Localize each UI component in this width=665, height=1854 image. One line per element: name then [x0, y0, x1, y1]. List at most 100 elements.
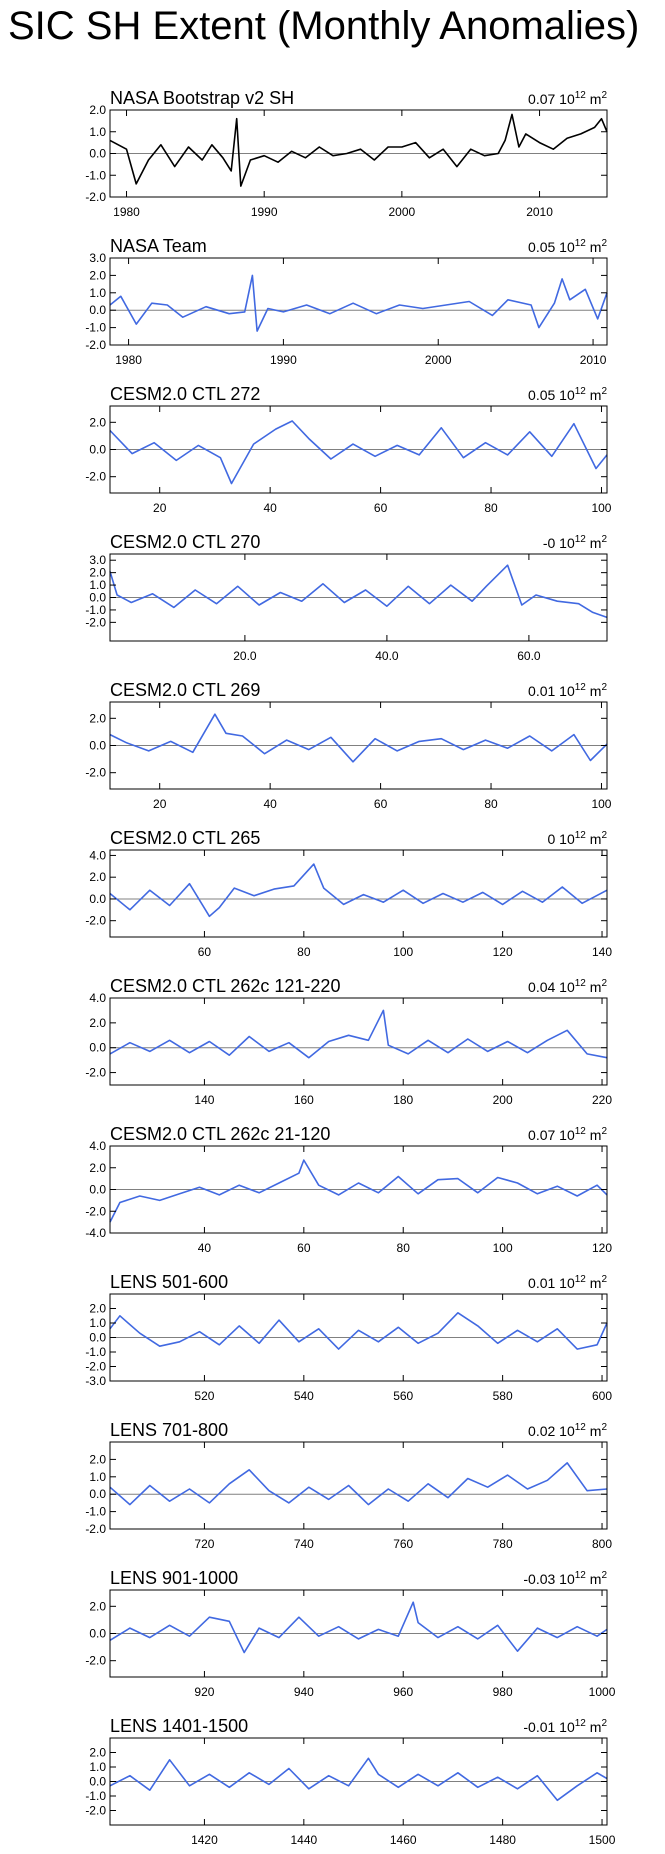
x-tick-label: 720 [194, 1537, 214, 1551]
x-tick-label: 520 [194, 1389, 214, 1403]
plot-frame [109, 849, 608, 938]
y-tick-label: -1.0 [85, 1789, 106, 1803]
y-tick-label: -2.0 [85, 1066, 106, 1080]
panel-mean-label: 0.01 1012 m2 [528, 682, 607, 699]
chart-panel-11: LENS 901-1000 -0.03 1012 m2 -2.0 0.0 2.0 920 9… [85, 1568, 615, 1699]
x-tick-label: 580 [493, 1389, 513, 1403]
x-tick-label: 1980 [113, 205, 140, 219]
y-tick-label: 0.0 [89, 591, 106, 605]
x-tick-label: 220 [592, 1093, 612, 1107]
panel-title: CESM2.0 CTL 262c 21-120 [110, 1124, 330, 1144]
y-tick-label: 4.0 [89, 848, 106, 862]
chart-panel-5: CESM2.0 CTL 269 0.01 1012 m2 -2.0 0.0 2.0 20 4… [85, 680, 611, 811]
y-tick-label: 3.0 [89, 553, 106, 567]
chart-panel-7: CESM2.0 CTL 262c 121-220 0.04 1012 m2 -2.0… [85, 976, 612, 1107]
y-tick-label: 0.0 [89, 1041, 106, 1055]
x-tick-label: 960 [393, 1685, 413, 1699]
x-tick-label: 800 [592, 1537, 612, 1551]
panel-title: LENS 701-800 [110, 1420, 228, 1440]
panel-mean-label: 0.01 1012 m2 [528, 1274, 607, 1291]
chart-panel-8: CESM2.0 CTL 262c 21-120 0.07 1012 m2 -4.0 -… [85, 1124, 612, 1255]
series-line [109, 1159, 608, 1223]
y-tick-label: 4.0 [89, 991, 106, 1005]
x-tick-label: 740 [294, 1537, 314, 1551]
panel-title: CESM2.0 CTL 272 [110, 384, 260, 404]
series-line [109, 1757, 608, 1802]
series-line [109, 1462, 608, 1506]
y-tick-label: -1.0 [85, 603, 106, 617]
panel-mean-label: 0.04 1012 m2 [528, 978, 607, 995]
x-tick-label: 760 [393, 1537, 413, 1551]
y-tick-label: 0.0 [89, 303, 106, 317]
x-tick-label: 2010 [580, 353, 607, 367]
plot-frame [109, 257, 608, 346]
panel-title: LENS 1401-1500 [110, 1716, 248, 1736]
chart-panel-9: LENS 501-600 0.01 1012 m2 -3.0-2.0-1.00.01… [85, 1272, 612, 1403]
x-tick-label: 560 [393, 1389, 413, 1403]
panel-title: CESM2.0 CTL 269 [110, 680, 260, 700]
x-tick-label: 920 [194, 1685, 214, 1699]
series-line [109, 863, 608, 918]
x-tick-label: 60.0 [517, 649, 541, 663]
x-tick-label: 2000 [389, 205, 416, 219]
y-tick-label: 2.0 [89, 1161, 106, 1175]
y-tick-label: 2.0 [89, 566, 106, 580]
x-tick-label: 1460 [390, 1833, 417, 1847]
panel-title: CESM2.0 CTL 265 [110, 828, 260, 848]
x-tick-label: 540 [294, 1389, 314, 1403]
x-tick-label: 40 [263, 501, 277, 515]
y-tick-label: -2.0 [85, 1360, 106, 1374]
x-tick-label: 40.0 [375, 649, 399, 663]
x-tick-label: 180 [393, 1093, 413, 1107]
y-tick-label: -4.0 [85, 1226, 106, 1240]
x-tick-label: 160 [294, 1093, 314, 1107]
chart-panel-1: NASA Bootstrap v2 SH 0.07 1012 m2 -2.0 -1.0… [85, 88, 608, 219]
y-tick-label: -2.0 [85, 1804, 106, 1818]
x-tick-label: 60 [374, 501, 388, 515]
panel-title: LENS 901-1000 [110, 1568, 238, 1588]
panel-mean-label: 0 1012 m2 [548, 830, 608, 847]
x-tick-label: 60 [374, 797, 388, 811]
y-tick-label: 2.0 [89, 1016, 106, 1030]
y-tick-label: 0.0 [89, 1183, 106, 1197]
chart-panel-6: CESM2.0 CTL 265 0 1012 m2 -2.0 0.0 2.0 4.0 60 8… [85, 828, 612, 959]
panel-mean-label: -0 1012 m2 [543, 534, 608, 551]
series-line [109, 113, 608, 187]
x-tick-label: 80 [297, 945, 311, 959]
y-tick-label: 0.0 [89, 1331, 106, 1345]
x-tick-label: 200 [493, 1093, 513, 1107]
chart-panel-12: LENS 1401-1500 -0.01 1012 m2 -2.0-1.00.01.… [85, 1716, 615, 1847]
y-tick-label: 0.0 [89, 1487, 106, 1501]
x-tick-label: 60 [198, 945, 212, 959]
y-tick-label: 2.0 [89, 1599, 106, 1613]
y-tick-label: 1.0 [89, 1760, 106, 1774]
figure-title: SIC SH Extent (Monthly Anomalies) [8, 4, 640, 48]
series-line [109, 420, 608, 485]
x-tick-label: 1440 [290, 1833, 317, 1847]
x-tick-label: 1000 [589, 1685, 616, 1699]
y-tick-label: 0.0 [89, 147, 106, 161]
series-line [109, 1009, 608, 1059]
y-tick-label: 1.0 [89, 1316, 106, 1330]
x-tick-label: 120 [592, 1241, 612, 1255]
panel-mean-label: 0.07 1012 m2 [528, 1126, 607, 1143]
x-tick-label: 1500 [589, 1833, 616, 1847]
y-tick-label: 0.0 [89, 1775, 106, 1789]
series-line [109, 713, 608, 763]
x-tick-label: 2000 [425, 353, 452, 367]
x-tick-label: 780 [493, 1537, 513, 1551]
panel-mean-label: 0.05 1012 m2 [528, 386, 607, 403]
y-tick-label: 2.0 [89, 1302, 106, 1316]
x-tick-label: 60 [297, 1241, 311, 1255]
x-tick-label: 1420 [191, 1833, 218, 1847]
y-tick-label: 1.0 [89, 578, 106, 592]
y-tick-label: -1.0 [85, 1345, 106, 1359]
x-tick-label: 100 [393, 945, 413, 959]
y-tick-label: 2.0 [89, 1452, 106, 1466]
x-tick-label: 20 [153, 501, 167, 515]
x-tick-label: 40 [263, 797, 277, 811]
x-tick-label: 100 [591, 501, 611, 515]
x-tick-label: 20.0 [233, 649, 257, 663]
y-tick-label: -2.0 [85, 190, 106, 204]
